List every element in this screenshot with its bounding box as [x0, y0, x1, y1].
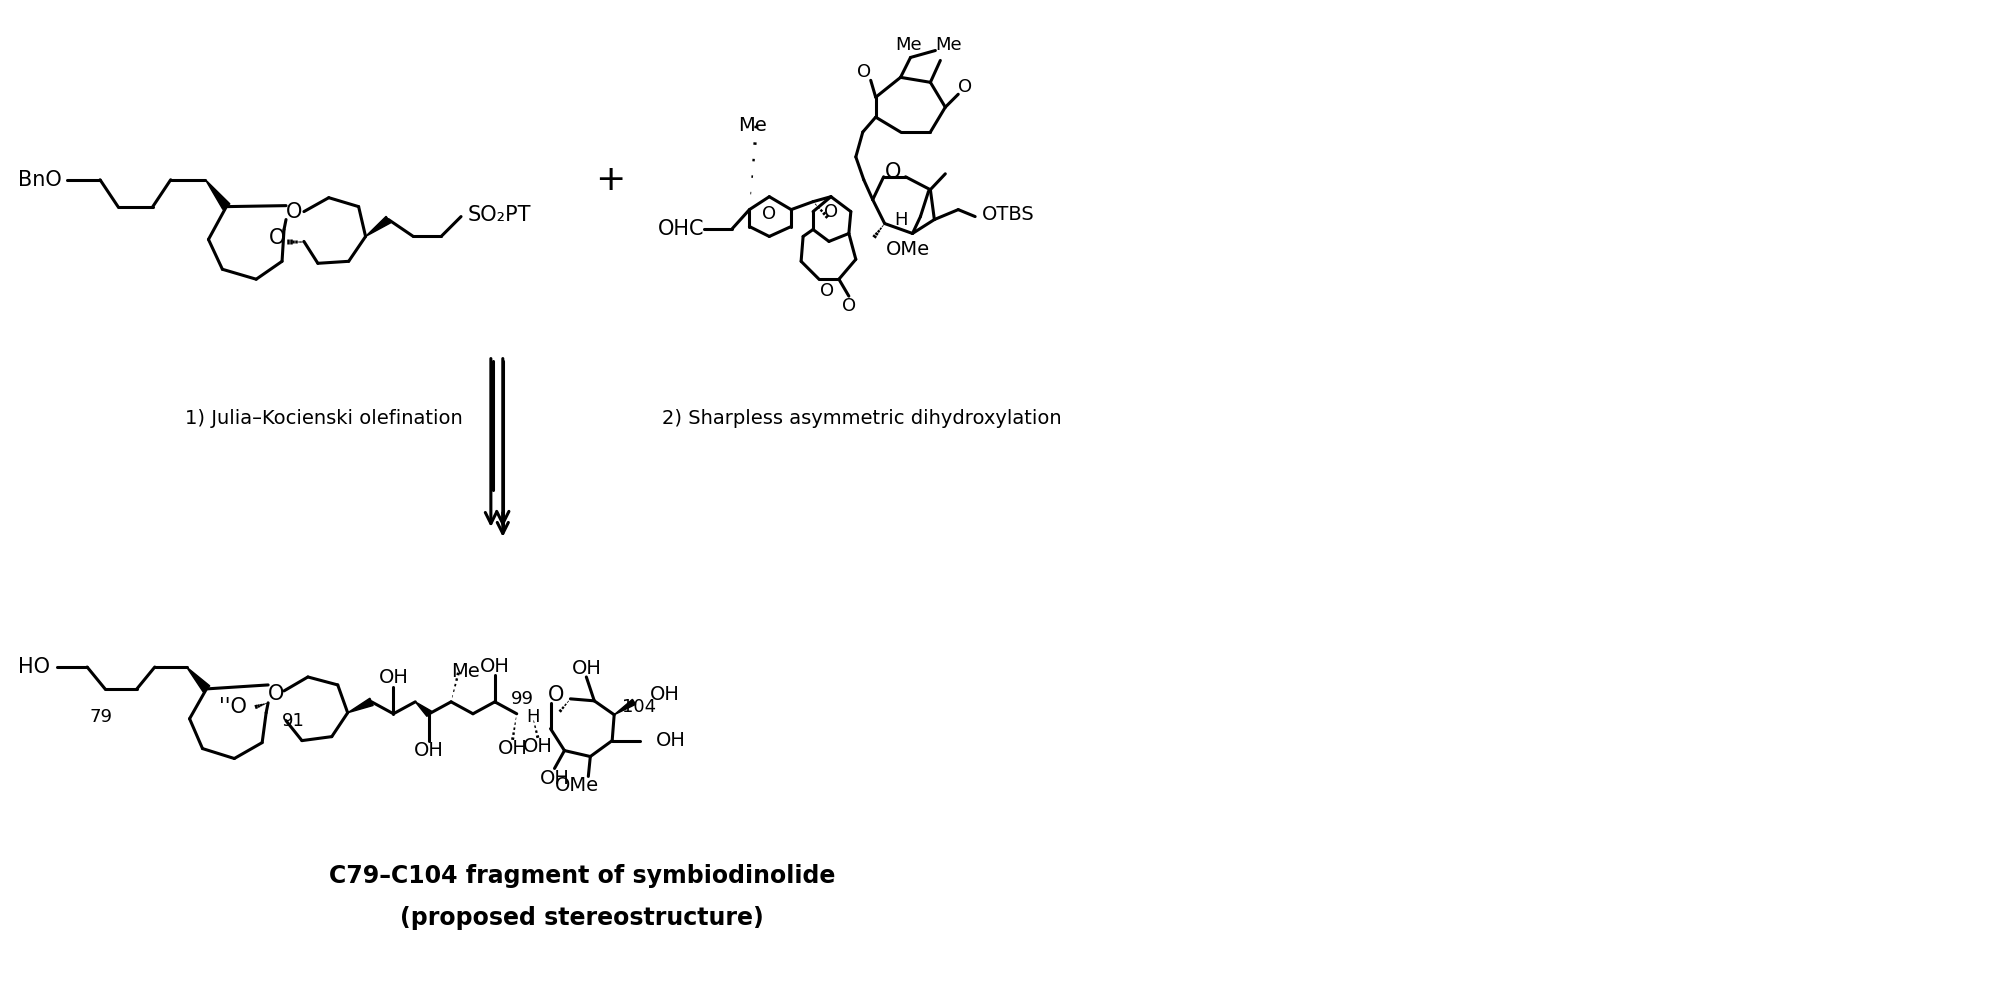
- Text: OH: OH: [480, 657, 509, 675]
- Polygon shape: [416, 702, 432, 716]
- Text: Me: Me: [935, 36, 961, 53]
- Text: OH: OH: [378, 669, 408, 687]
- Text: O: O: [885, 162, 901, 182]
- Polygon shape: [366, 217, 392, 236]
- Text: OH: OH: [655, 731, 685, 750]
- Text: Me: Me: [737, 116, 767, 135]
- Text: O: O: [959, 78, 973, 96]
- Text: ''O: ''O: [220, 697, 248, 717]
- Text: OH: OH: [571, 659, 601, 677]
- Text: O: O: [823, 203, 837, 221]
- Text: (proposed stereostructure): (proposed stereostructure): [400, 906, 763, 930]
- Text: OH: OH: [523, 737, 553, 756]
- Text: H: H: [893, 211, 907, 228]
- Text: SO₂PT: SO₂PT: [468, 205, 531, 225]
- Text: OMe: OMe: [885, 240, 929, 259]
- Text: O: O: [270, 228, 286, 248]
- Text: H: H: [525, 708, 539, 726]
- Text: C79–C104 fragment of symbiodinolide: C79–C104 fragment of symbiodinolide: [330, 863, 835, 888]
- Text: OH: OH: [649, 685, 679, 704]
- Text: 2) Sharpless asymmetric dihydroxylation: 2) Sharpless asymmetric dihydroxylation: [661, 408, 1061, 428]
- Polygon shape: [348, 698, 374, 713]
- Text: O: O: [761, 205, 777, 223]
- Polygon shape: [186, 667, 210, 692]
- Text: +: +: [595, 163, 625, 197]
- Text: OTBS: OTBS: [983, 205, 1035, 225]
- Text: OHC: OHC: [657, 220, 705, 239]
- Text: 91: 91: [282, 712, 306, 730]
- Text: OMe: OMe: [555, 775, 599, 795]
- Text: O: O: [268, 683, 284, 704]
- Text: O: O: [857, 63, 871, 81]
- Text: 79: 79: [90, 708, 112, 726]
- Text: OH: OH: [414, 741, 444, 761]
- Text: O: O: [286, 202, 302, 222]
- Text: O: O: [547, 684, 565, 705]
- Text: HO: HO: [18, 657, 50, 677]
- Text: O: O: [819, 282, 833, 300]
- Text: OH: OH: [539, 768, 569, 788]
- Polygon shape: [613, 699, 635, 715]
- Text: Me: Me: [452, 662, 480, 680]
- Text: 99: 99: [511, 690, 533, 708]
- Text: Me: Me: [895, 36, 921, 53]
- Text: 104: 104: [621, 698, 655, 716]
- Text: O: O: [841, 297, 855, 315]
- Text: BnO: BnO: [18, 170, 62, 190]
- Text: OH: OH: [498, 739, 527, 758]
- Polygon shape: [206, 180, 230, 210]
- Text: 1) Julia–Kocienski olefination: 1) Julia–Kocienski olefination: [186, 408, 464, 428]
